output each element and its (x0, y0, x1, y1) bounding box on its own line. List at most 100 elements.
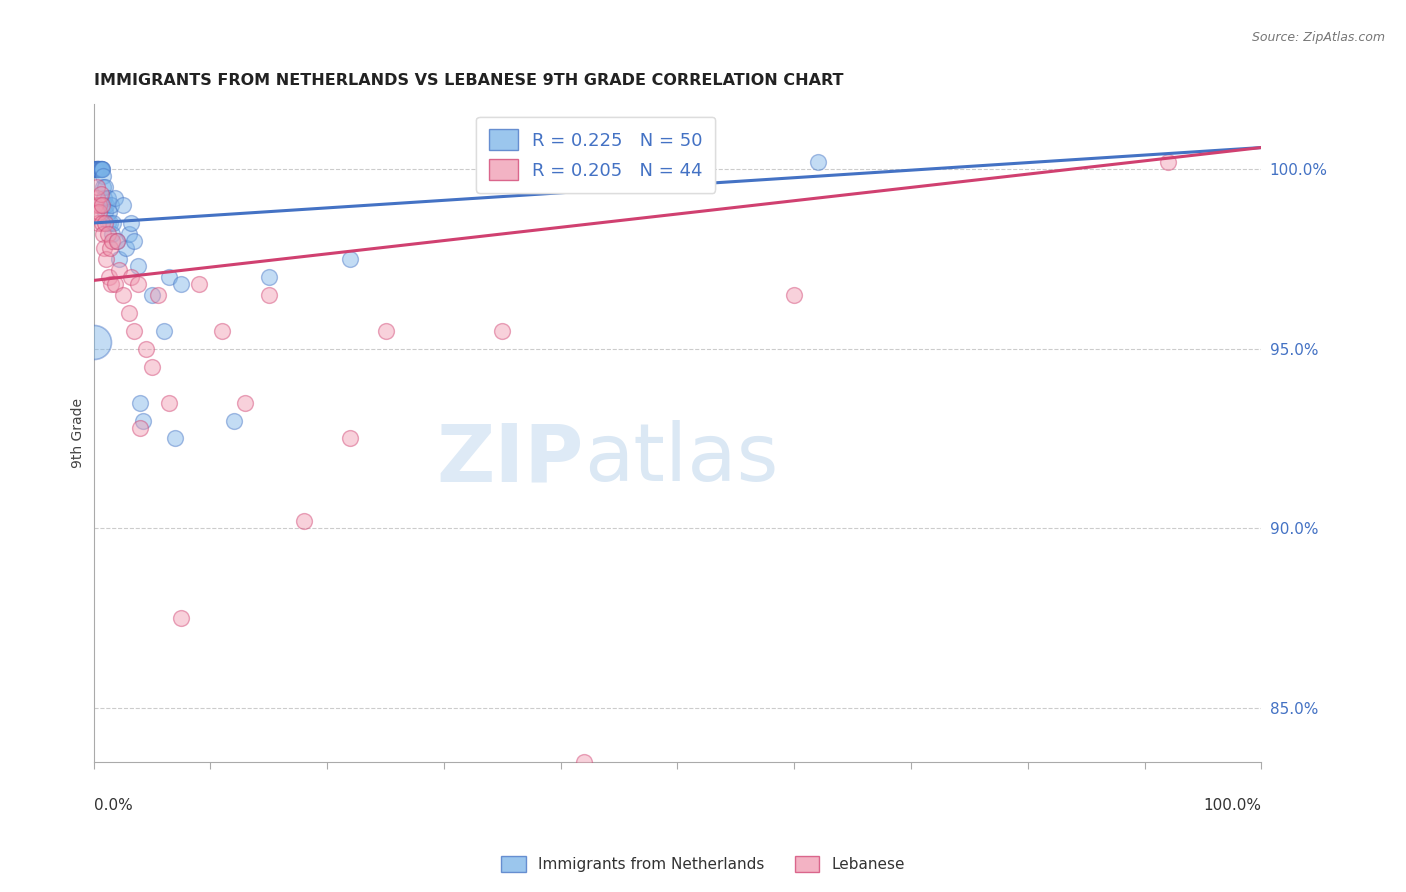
Text: 0.0%: 0.0% (94, 798, 132, 813)
Point (97, 205, 120, 219)
Text: ZIP: ZIP (437, 420, 583, 499)
Point (83, 198, 105, 212)
Point (491, 324, 513, 338)
Point (97, 227, 120, 241)
Point (117, 306, 139, 320)
Point (96, 252, 118, 266)
Point (98, 241, 121, 255)
Point (108, 262, 131, 277)
Point (108, 252, 131, 266)
Point (127, 277, 149, 291)
Point (374, 324, 396, 338)
Point (129, 421, 152, 435)
Point (257, 269, 280, 284)
Point (90, 162, 112, 177)
Point (101, 234, 124, 248)
Point (97, 216, 120, 230)
Point (807, 155, 830, 169)
Point (146, 288, 169, 302)
Point (87, 162, 110, 177)
Point (103, 216, 125, 230)
Point (86, 162, 108, 177)
Point (89, 162, 111, 177)
Point (1157, 155, 1180, 169)
Point (127, 259, 149, 273)
Point (93, 241, 115, 255)
Point (94, 205, 117, 219)
Point (83, 162, 105, 177)
Point (170, 277, 193, 291)
Point (100, 198, 122, 212)
Point (129, 395, 152, 409)
Point (165, 432, 187, 446)
Point (90, 162, 112, 177)
Y-axis label: 9th Grade: 9th Grade (72, 398, 86, 468)
Point (94, 180, 117, 194)
Point (89, 198, 111, 212)
Point (90, 162, 112, 177)
Point (100, 277, 122, 291)
Point (87, 162, 110, 177)
Point (91, 180, 114, 194)
Point (211, 324, 233, 338)
Point (111, 288, 134, 302)
Text: Source: ZipAtlas.com: Source: ZipAtlas.com (1251, 31, 1385, 45)
Point (170, 611, 193, 625)
Point (120, 269, 142, 284)
Point (97, 191, 120, 205)
Point (90, 198, 112, 212)
Point (87, 162, 110, 177)
Point (87, 216, 110, 230)
Point (90, 216, 112, 230)
Point (159, 395, 181, 409)
Point (292, 514, 315, 528)
Point (93, 191, 115, 205)
Point (86, 162, 108, 177)
Point (101, 227, 124, 241)
Point (257, 288, 280, 302)
Legend: R = 0.225   N = 50, R = 0.205   N = 44: R = 0.225 N = 50, R = 0.205 N = 44 (477, 117, 716, 193)
Point (120, 216, 142, 230)
Point (115, 241, 138, 255)
Point (141, 359, 163, 374)
Point (90, 162, 112, 177)
Point (98, 216, 121, 230)
Point (187, 277, 209, 291)
Point (96, 198, 118, 212)
Point (84, 162, 107, 177)
Text: 100.0%: 100.0% (1204, 798, 1261, 813)
Legend: Immigrants from Netherlands, Lebanese: Immigrants from Netherlands, Lebanese (494, 848, 912, 880)
Point (104, 191, 127, 205)
Point (152, 324, 174, 338)
Point (86, 180, 108, 194)
Point (89, 205, 111, 219)
Point (104, 277, 127, 291)
Point (91, 227, 114, 241)
Point (86, 162, 108, 177)
Point (117, 227, 139, 241)
Point (86, 191, 108, 205)
Point (339, 252, 361, 266)
Point (235, 395, 257, 409)
Text: atlas: atlas (583, 420, 779, 499)
Point (135, 342, 157, 356)
Point (572, 755, 595, 769)
Point (97, 269, 120, 284)
Point (90, 187, 112, 202)
Point (94, 216, 117, 230)
Point (89, 162, 111, 177)
Point (84, 162, 107, 177)
Point (124, 324, 146, 338)
Point (159, 269, 181, 284)
Point (90, 162, 112, 177)
Point (783, 288, 806, 302)
Point (91, 169, 114, 184)
Point (141, 288, 163, 302)
Point (105, 234, 128, 248)
Point (93, 198, 115, 212)
Point (131, 413, 153, 427)
Text: IMMIGRANTS FROM NETHERLANDS VS LEBANESE 9TH GRADE CORRELATION CHART: IMMIGRANTS FROM NETHERLANDS VS LEBANESE … (94, 73, 844, 88)
Point (222, 413, 245, 427)
Point (105, 234, 128, 248)
Point (84, 205, 107, 219)
